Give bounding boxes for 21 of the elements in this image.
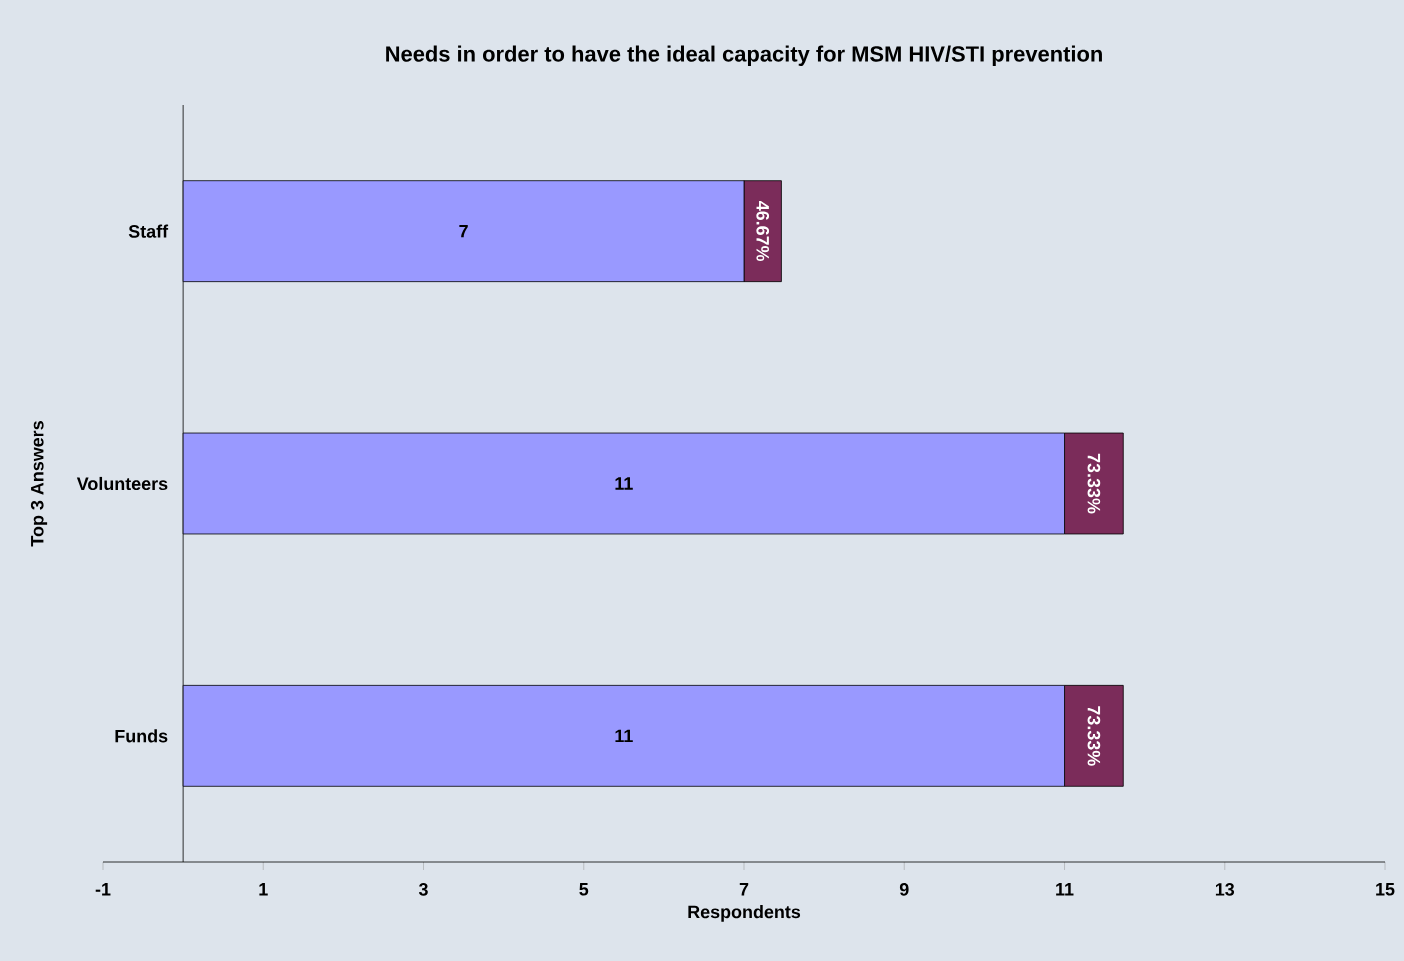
chart-title: Needs in order to have the ideal capacity for MSM HIV/STI prevention bbox=[386, 45, 1102, 66]
data-label: 11 bbox=[615, 477, 633, 490]
data-label: 46.67% bbox=[756, 201, 770, 262]
x-tick-label: -1 bbox=[95, 883, 111, 896]
y-tick-label: Volunteers bbox=[76, 476, 168, 491]
data-label: 11 bbox=[615, 729, 633, 742]
x-tick-label: 5 bbox=[579, 883, 589, 896]
x-axis-title: Respondents bbox=[688, 905, 801, 922]
x-tick-label: 15 bbox=[1376, 883, 1395, 896]
y-tick-label: Staff bbox=[128, 224, 169, 238]
x-tick-label: 9 bbox=[899, 883, 909, 896]
x-tick-label: 7 bbox=[739, 883, 749, 896]
data-label: 73.33% bbox=[1087, 706, 1101, 766]
data-label: 7 bbox=[459, 224, 468, 238]
x-tick-label: 11 bbox=[1056, 883, 1074, 896]
y-tick-label: Funds bbox=[115, 729, 168, 743]
x-tick-label: 13 bbox=[1215, 883, 1235, 896]
y-axis-title: Top 3 Answers bbox=[30, 421, 48, 547]
x-tick-label: 1 bbox=[259, 883, 268, 896]
data-label: 73.33% bbox=[1087, 453, 1101, 514]
x-tick-label: 3 bbox=[418, 883, 428, 896]
